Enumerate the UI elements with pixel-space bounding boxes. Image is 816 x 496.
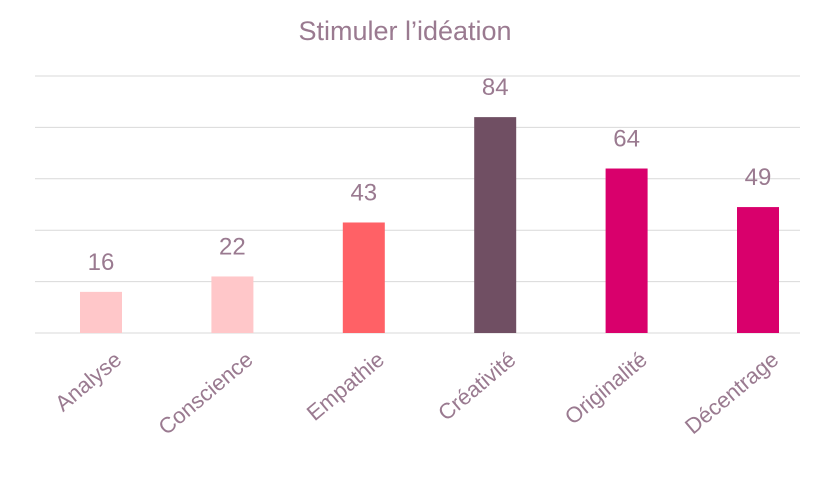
bar	[211, 276, 254, 333]
x-tick-label: Empathie	[302, 347, 389, 426]
x-tick-label: Originalité	[560, 347, 652, 430]
value-label: 84	[482, 74, 509, 101]
bar	[474, 117, 517, 334]
bar	[342, 222, 385, 333]
x-tick-label: Analyse	[50, 347, 126, 416]
bar	[80, 291, 122, 333]
x-tick-label: Conscience	[153, 347, 257, 440]
x-tick-label: Décentrage	[680, 347, 783, 439]
bar	[605, 168, 648, 333]
value-label: 43	[350, 179, 377, 206]
x-tick-label: Créativité	[433, 347, 520, 426]
value-label: 64	[613, 126, 640, 153]
value-label: 16	[88, 249, 115, 276]
chart-title: Stimuler l’idéation	[298, 16, 511, 46]
value-label: 49	[745, 164, 772, 191]
bar	[737, 207, 779, 333]
value-label: 22	[219, 233, 246, 260]
